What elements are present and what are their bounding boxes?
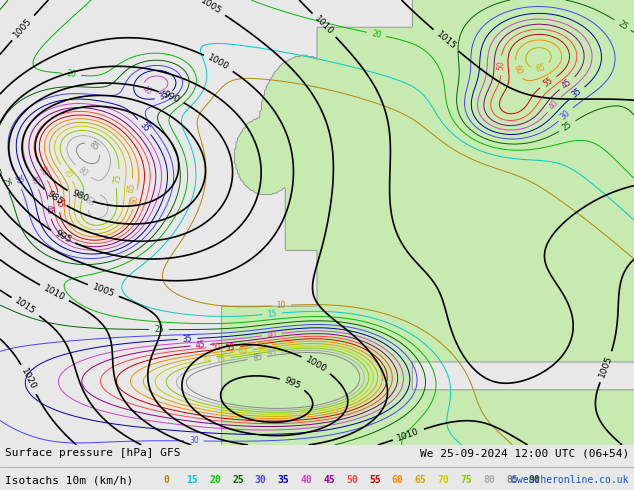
Text: 40: 40: [28, 173, 41, 186]
Text: 25: 25: [232, 475, 244, 485]
Text: 15: 15: [186, 475, 198, 485]
Text: 35: 35: [278, 475, 290, 485]
Text: 75: 75: [216, 354, 226, 365]
Text: 50: 50: [36, 165, 49, 178]
Text: 980: 980: [70, 189, 89, 204]
Text: 30: 30: [189, 437, 199, 445]
Text: 70: 70: [437, 475, 450, 485]
Text: 70: 70: [60, 166, 74, 179]
Text: 1020: 1020: [20, 367, 38, 392]
Text: 1000: 1000: [304, 355, 328, 374]
Text: 65: 65: [534, 62, 546, 74]
Text: 30: 30: [559, 108, 573, 121]
Text: 1010: 1010: [42, 284, 67, 302]
Text: 1005: 1005: [598, 354, 614, 379]
Text: We 25-09-2024 12:00 UTC (06+54): We 25-09-2024 12:00 UTC (06+54): [420, 448, 629, 458]
Text: 1005: 1005: [199, 0, 223, 16]
Text: 40: 40: [301, 475, 313, 485]
Text: 990: 990: [162, 89, 181, 104]
Text: 55: 55: [225, 343, 236, 353]
Text: 80: 80: [483, 475, 495, 485]
Text: 995: 995: [53, 229, 72, 245]
Text: 1015: 1015: [434, 29, 458, 51]
Text: 65: 65: [238, 346, 249, 356]
Text: 15: 15: [267, 309, 278, 318]
Text: 25: 25: [0, 176, 11, 189]
Text: 50: 50: [346, 475, 358, 485]
Text: 985: 985: [46, 189, 65, 207]
Text: 45: 45: [323, 475, 335, 485]
Text: 55: 55: [541, 76, 555, 89]
Text: 60: 60: [392, 475, 404, 485]
Text: 75: 75: [460, 475, 472, 485]
Text: 50: 50: [210, 342, 221, 352]
Text: 80: 80: [86, 195, 98, 207]
Text: ©weatheronline.co.uk: ©weatheronline.co.uk: [512, 475, 629, 485]
Text: 20: 20: [371, 29, 382, 40]
Text: 85: 85: [252, 353, 263, 363]
Text: 40: 40: [266, 329, 277, 340]
Text: 65: 65: [415, 475, 427, 485]
Text: 70: 70: [201, 354, 212, 365]
Text: 1015: 1015: [13, 296, 37, 317]
Text: Isotachs 10m (km/h): Isotachs 10m (km/h): [5, 475, 147, 485]
Text: 60: 60: [512, 64, 524, 76]
Text: 25: 25: [561, 120, 574, 133]
Text: 1010: 1010: [396, 426, 421, 442]
Text: 90: 90: [529, 475, 541, 485]
Text: 55: 55: [54, 197, 64, 207]
Text: 30: 30: [255, 475, 267, 485]
Text: 80: 80: [77, 165, 89, 178]
Text: 20: 20: [66, 69, 77, 79]
Text: Surface pressure [hPa] GFS: Surface pressure [hPa] GFS: [5, 448, 181, 458]
Text: 20: 20: [209, 475, 221, 485]
Text: 75: 75: [112, 173, 122, 184]
Text: 995: 995: [283, 376, 302, 391]
Text: 1000: 1000: [206, 53, 231, 73]
Text: 50: 50: [496, 61, 505, 71]
Text: 0: 0: [164, 475, 169, 485]
Text: 40: 40: [547, 98, 560, 111]
Text: 35: 35: [183, 334, 193, 343]
Text: 25: 25: [154, 325, 164, 334]
Text: 45: 45: [44, 204, 55, 215]
Text: 1010: 1010: [313, 14, 335, 37]
Text: 1005: 1005: [91, 282, 115, 299]
Text: 10: 10: [276, 301, 287, 310]
Text: 60: 60: [257, 341, 268, 351]
Text: 1005: 1005: [12, 16, 34, 40]
Text: 30: 30: [11, 173, 23, 186]
Text: 35: 35: [158, 90, 171, 102]
Text: 35: 35: [138, 120, 151, 134]
Text: 65: 65: [126, 183, 136, 194]
Text: 55: 55: [369, 475, 381, 485]
Text: 80: 80: [266, 348, 277, 359]
Text: 35: 35: [570, 87, 583, 100]
Text: 25: 25: [616, 19, 629, 31]
Text: 85: 85: [506, 475, 518, 485]
Text: 40: 40: [141, 84, 154, 97]
Text: 60: 60: [130, 194, 141, 205]
Text: 45: 45: [560, 77, 574, 90]
Text: 45: 45: [195, 341, 205, 350]
Text: 85: 85: [87, 140, 101, 153]
